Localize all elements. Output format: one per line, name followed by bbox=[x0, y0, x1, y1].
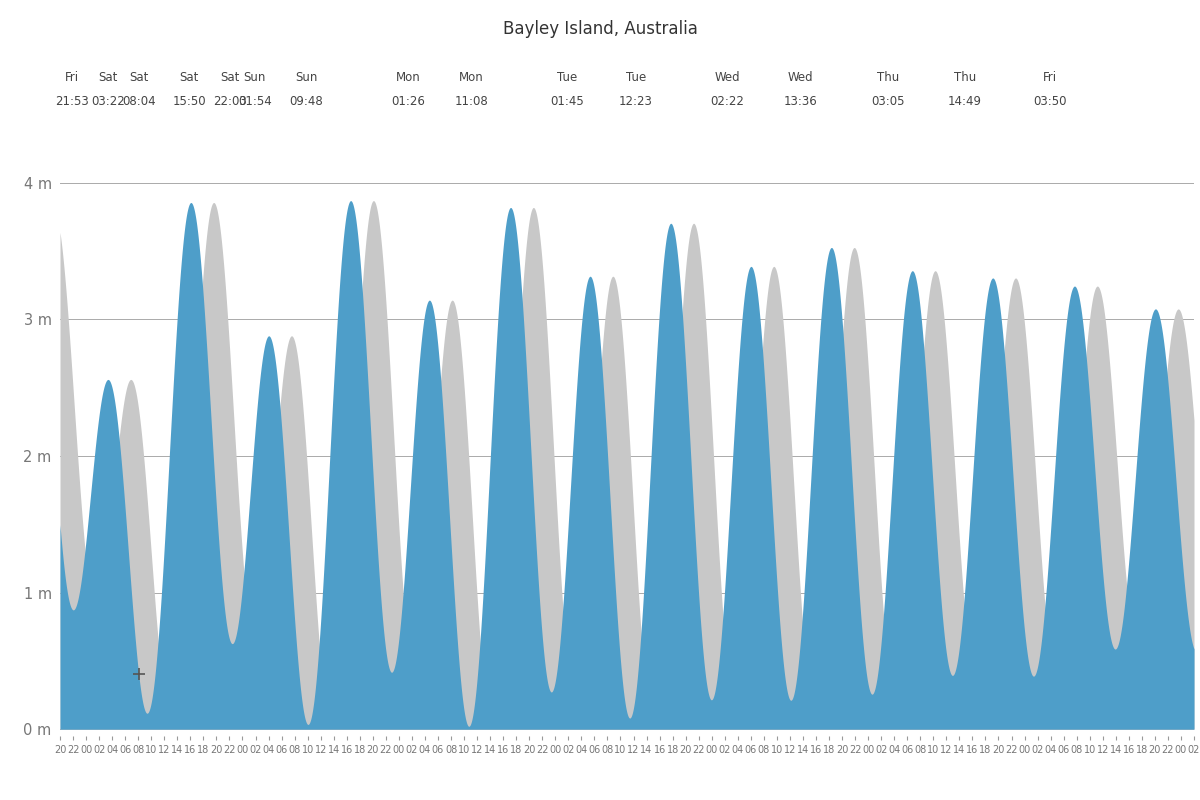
Text: 09:48: 09:48 bbox=[289, 95, 323, 108]
Text: 12:23: 12:23 bbox=[619, 95, 653, 108]
Text: Thu: Thu bbox=[954, 71, 976, 84]
Text: Sat: Sat bbox=[98, 71, 118, 84]
Text: 01:26: 01:26 bbox=[391, 95, 425, 108]
Text: Bayley Island, Australia: Bayley Island, Australia bbox=[503, 20, 697, 38]
Text: Wed: Wed bbox=[787, 71, 814, 84]
Text: Fri: Fri bbox=[1043, 71, 1056, 84]
Text: 21:53: 21:53 bbox=[55, 95, 89, 108]
Text: 08:04: 08:04 bbox=[122, 95, 156, 108]
Text: 01:45: 01:45 bbox=[550, 95, 583, 108]
Text: 03:22: 03:22 bbox=[91, 95, 125, 108]
Text: 03:05: 03:05 bbox=[871, 95, 905, 108]
Text: 22:03: 22:03 bbox=[212, 95, 247, 108]
Text: Thu: Thu bbox=[877, 71, 899, 84]
Text: Sat: Sat bbox=[128, 71, 149, 84]
Text: Mon: Mon bbox=[460, 71, 484, 84]
Text: Tue: Tue bbox=[557, 71, 577, 84]
Text: 13:36: 13:36 bbox=[784, 95, 817, 108]
Text: 01:54: 01:54 bbox=[238, 95, 271, 108]
Text: Fri: Fri bbox=[65, 71, 79, 84]
Text: Sun: Sun bbox=[244, 71, 266, 84]
Text: 02:22: 02:22 bbox=[710, 95, 744, 108]
Text: 03:50: 03:50 bbox=[1033, 95, 1067, 108]
Text: Wed: Wed bbox=[714, 71, 740, 84]
Text: 15:50: 15:50 bbox=[173, 95, 206, 108]
Text: Sat: Sat bbox=[220, 71, 240, 84]
Text: Sat: Sat bbox=[180, 71, 199, 84]
Text: Mon: Mon bbox=[396, 71, 420, 84]
Text: Sun: Sun bbox=[295, 71, 318, 84]
Text: 11:08: 11:08 bbox=[455, 95, 488, 108]
Text: 14:49: 14:49 bbox=[948, 95, 982, 108]
Text: Tue: Tue bbox=[626, 71, 646, 84]
